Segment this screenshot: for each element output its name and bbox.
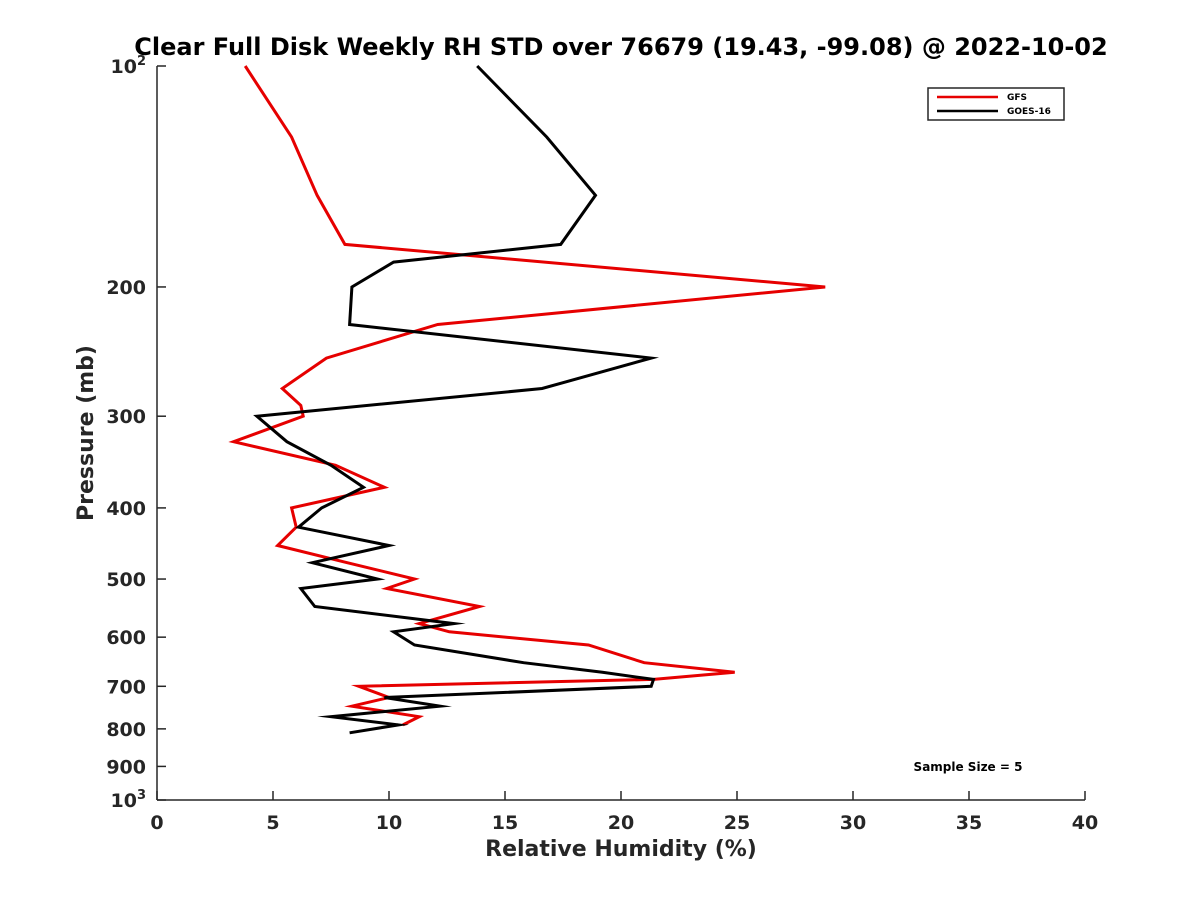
x-tick-label: 10 <box>376 812 402 834</box>
y-tick-label: 102 <box>111 54 147 78</box>
y-tick-label: 900 <box>106 756 146 778</box>
y-tick-label: 500 <box>106 569 146 591</box>
sample-size-annotation: Sample Size = 5 <box>914 760 1023 774</box>
legend: GFS GOES-16 <box>927 87 1065 121</box>
axis-ticks: 0 5 10 15 20 25 30 35 40 102 200 300 400 500 600 700 800… <box>106 54 1098 834</box>
x-tick-label: 5 <box>266 812 279 834</box>
x-tick-label: 15 <box>492 812 518 834</box>
legend-box <box>927 87 1065 121</box>
x-tick-label: 25 <box>724 812 750 834</box>
legend-label: GOES-16 <box>1007 107 1051 117</box>
x-tick-label: 40 <box>1072 812 1098 834</box>
y-tick-label: 103 <box>111 788 147 812</box>
chart-title: Clear Full Disk Weekly RH STD over 76679… <box>134 33 1107 61</box>
y-tick-label: 800 <box>106 719 146 741</box>
y-tick-label: 600 <box>106 627 146 649</box>
series-line-goes-16 <box>253 64 660 735</box>
x-tick-label: 30 <box>840 812 866 834</box>
x-tick-label: 35 <box>956 812 982 834</box>
x-tick-label: 0 <box>150 812 163 834</box>
y-tick-label: 400 <box>106 498 146 520</box>
x-axis-label: Relative Humidity (%) <box>485 837 757 862</box>
data-series <box>228 64 826 735</box>
legend-label: GFS <box>1007 93 1027 103</box>
y-tick-label: 700 <box>106 676 146 698</box>
y-axis-label: Pressure (mb) <box>74 345 99 521</box>
y-tick-label: 200 <box>106 277 146 299</box>
y-tick-label: 300 <box>106 406 146 428</box>
x-tick-label: 20 <box>608 812 634 834</box>
